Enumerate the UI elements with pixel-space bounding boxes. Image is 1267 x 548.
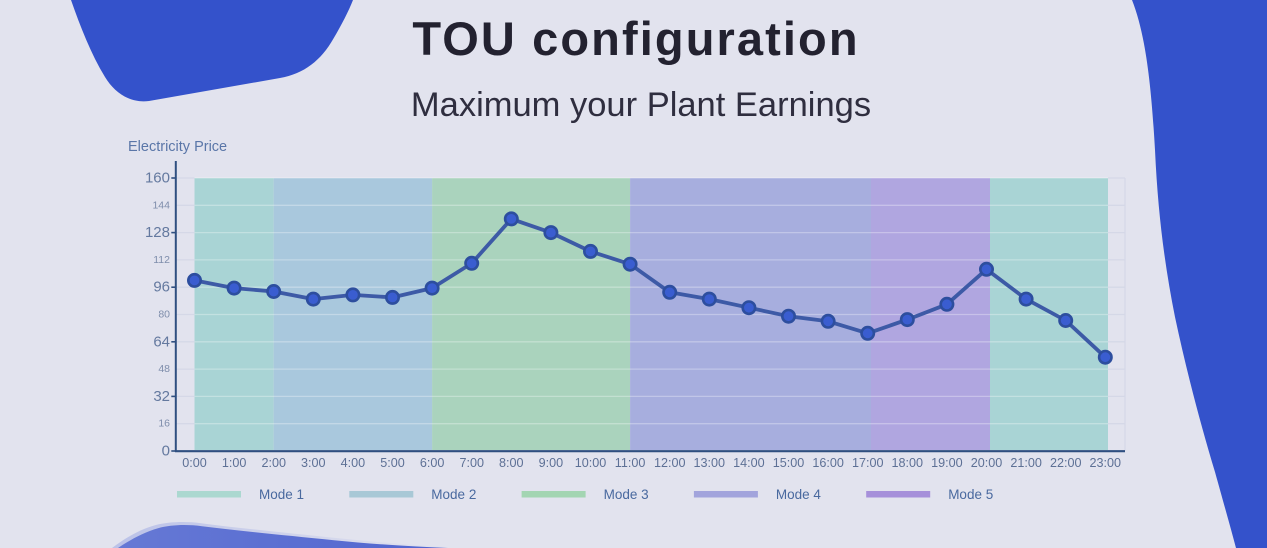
svg-text:15:00: 15:00 xyxy=(773,456,805,470)
svg-text:6:00: 6:00 xyxy=(420,456,445,470)
svg-text:22:00: 22:00 xyxy=(1050,456,1082,470)
svg-text:112: 112 xyxy=(153,254,170,266)
svg-text:128: 128 xyxy=(145,224,170,241)
svg-text:Mode 3: Mode 3 xyxy=(604,487,649,502)
svg-text:48: 48 xyxy=(158,363,170,375)
svg-text:5:00: 5:00 xyxy=(380,456,405,470)
svg-text:7:00: 7:00 xyxy=(459,456,484,470)
svg-text:Mode 2: Mode 2 xyxy=(431,487,476,502)
svg-text:Electricity Price: Electricity Price xyxy=(128,139,227,155)
svg-text:13:00: 13:00 xyxy=(694,456,726,470)
svg-text:Mode 1: Mode 1 xyxy=(259,487,304,502)
svg-text:4:00: 4:00 xyxy=(341,456,366,470)
svg-text:12:00: 12:00 xyxy=(654,456,686,470)
svg-text:Mode 4: Mode 4 xyxy=(776,487,822,502)
svg-text:1:00: 1:00 xyxy=(222,456,247,470)
svg-text:TOU configuration: TOU configuration xyxy=(412,12,859,65)
svg-text:14:00: 14:00 xyxy=(733,456,765,470)
svg-text:0:00: 0:00 xyxy=(182,456,207,470)
svg-text:10:00: 10:00 xyxy=(575,456,607,470)
svg-text:64: 64 xyxy=(153,333,170,350)
svg-text:20:00: 20:00 xyxy=(971,456,1003,470)
svg-text:3:00: 3:00 xyxy=(301,456,326,470)
svg-text:9:00: 9:00 xyxy=(539,456,564,470)
svg-text:8:00: 8:00 xyxy=(499,456,524,470)
svg-text:11:00: 11:00 xyxy=(615,456,646,470)
svg-text:21:00: 21:00 xyxy=(1010,456,1042,470)
svg-text:80: 80 xyxy=(158,309,170,321)
svg-text:Maximum your Plant Earnings: Maximum your Plant Earnings xyxy=(411,86,871,124)
svg-text:160: 160 xyxy=(145,170,170,187)
svg-text:16:00: 16:00 xyxy=(812,456,844,470)
svg-text:2:00: 2:00 xyxy=(261,456,286,470)
svg-text:96: 96 xyxy=(153,279,170,296)
svg-text:17:00: 17:00 xyxy=(852,456,884,470)
svg-text:23:00: 23:00 xyxy=(1090,456,1122,470)
svg-text:Mode 5: Mode 5 xyxy=(948,487,993,502)
svg-text:0: 0 xyxy=(162,443,170,460)
svg-text:16: 16 xyxy=(158,418,170,430)
svg-text:19:00: 19:00 xyxy=(931,456,963,470)
svg-text:18:00: 18:00 xyxy=(892,456,924,470)
svg-text:144: 144 xyxy=(152,199,170,211)
svg-text:32: 32 xyxy=(153,388,170,405)
